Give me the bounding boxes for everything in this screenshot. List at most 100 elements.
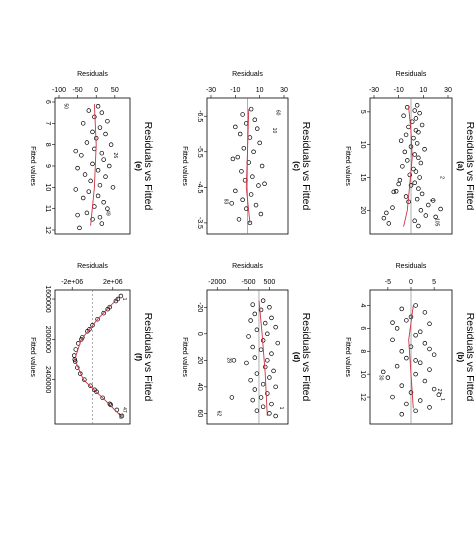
fitted-tick-label: 7 (44, 121, 51, 125)
data-point (381, 215, 387, 221)
point-label: 105 (434, 218, 440, 227)
data-point (239, 169, 244, 174)
data-point (418, 329, 423, 335)
smoother-line (258, 300, 268, 417)
residual-axis-label: Residuals (396, 71, 427, 78)
data-point (101, 200, 106, 205)
point-label: 1 (429, 199, 435, 202)
point-label: 47 (121, 407, 127, 413)
data-point (418, 208, 424, 213)
residual-tick-label: -2000 (208, 279, 226, 286)
panel-d: -2000 -500 500 Residuals -20 0 20 40 60 Fitted va… (181, 263, 312, 425)
residual-tick-label: 0 (94, 87, 98, 94)
point-label: 20 (117, 413, 123, 419)
data-point (259, 163, 265, 169)
data-point (402, 149, 408, 155)
data-point (95, 104, 101, 109)
panel-title: Residuals vs Fitted (300, 122, 312, 211)
data-point (108, 142, 114, 147)
data-point (267, 411, 272, 416)
data-point (258, 307, 264, 313)
data-point (427, 346, 432, 352)
data-point (267, 375, 272, 380)
data-point (73, 187, 78, 192)
data-point (233, 188, 238, 194)
data-point (390, 205, 395, 210)
data-point (403, 132, 409, 138)
data-point (254, 126, 260, 131)
data-point (275, 340, 280, 346)
data-point (260, 381, 266, 387)
data-point (412, 218, 417, 224)
data-point (403, 194, 409, 199)
panel-c: -30 -10 10 30 Residuals -6.5 -5.5 -4.5 -3.5 Fitte… (181, 71, 312, 235)
data-point (413, 116, 419, 121)
data-point (72, 357, 77, 362)
data-point (90, 217, 95, 222)
fitted-tick-label: 10 (44, 183, 51, 191)
panel-letter: (e) (134, 161, 143, 171)
fitted-tick-label: 12 (359, 393, 366, 401)
data-point (418, 160, 424, 166)
fitted-tick-label: -5.5 (196, 146, 203, 158)
point-label: 60 (275, 110, 281, 116)
data-point (408, 183, 414, 188)
data-point (258, 211, 264, 217)
data-point (271, 368, 276, 374)
data-point (231, 358, 237, 363)
data-point (110, 185, 116, 190)
data-point (105, 206, 110, 211)
residual-axis-label: Residuals (232, 263, 263, 270)
fitted-tick-label: 9 (44, 164, 51, 168)
data-point (426, 202, 431, 208)
point-label: 49 (105, 210, 111, 216)
data-point (248, 106, 254, 112)
data-point (416, 186, 421, 191)
fitted-tick-label: 6 (359, 326, 366, 330)
data-point (105, 306, 110, 312)
data-point (105, 118, 110, 124)
data-point (412, 108, 417, 113)
data-point (79, 337, 84, 342)
data-point (97, 214, 103, 220)
fitted-tick-label: 5 (359, 110, 366, 114)
panel-title: Residuals vs Fitted (142, 313, 154, 402)
data-point (118, 293, 124, 299)
point-label: 10 (271, 128, 277, 134)
data-point (385, 375, 391, 380)
data-point (399, 412, 405, 417)
data-point (407, 172, 413, 178)
point-label: 28 (226, 358, 232, 364)
data-point (422, 341, 428, 346)
fitted-tick-label: -6.5 (196, 110, 203, 122)
panel-e: -100 -50 0 50 Residuals 6 7 8 9 10 11 12 Fitted valu… (29, 71, 154, 235)
fitted-tick-label: -20 (196, 302, 203, 312)
fitted-tick-label: 8 (44, 143, 51, 147)
data-point (108, 402, 114, 408)
data-point (250, 174, 255, 179)
data-point (414, 103, 420, 108)
data-point (419, 122, 425, 128)
data-point (92, 387, 97, 393)
residual-axis-label: Residuals (232, 71, 263, 78)
data-point (418, 360, 423, 365)
data-point (95, 193, 101, 199)
residual-tick-label: 30 (444, 87, 452, 94)
fitted-axis-label: Fitted values (29, 337, 36, 377)
fitted-tick-label: 20 (196, 356, 203, 364)
residual-tick-label: -50 (73, 87, 83, 94)
residual-tick-label: -5 (385, 279, 391, 286)
fitted-tick-label: 1600000 (44, 285, 51, 312)
fitted-tick-label: 0 (196, 332, 203, 336)
data-point (265, 391, 270, 396)
residual-tick-label: -30 (206, 87, 216, 94)
residual-tick-label: 10 (256, 87, 264, 94)
data-point (82, 172, 88, 177)
data-point (401, 113, 406, 119)
fitted-tick-label: 4 (359, 304, 366, 308)
data-point (416, 155, 421, 161)
data-point (241, 145, 247, 151)
fitted-tick-label: -4.5 (196, 181, 203, 193)
fitted-tick-label: 15 (359, 174, 366, 182)
plot-frame (206, 289, 289, 425)
